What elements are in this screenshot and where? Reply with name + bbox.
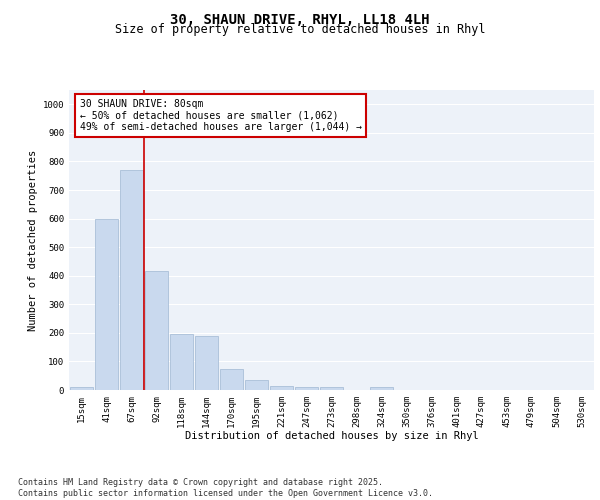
Bar (120, 170, 143, 390)
Bar (195, 336, 218, 390)
Bar (270, 386, 293, 390)
Text: 30, SHAUN DRIVE, RHYL, LL18 4LH: 30, SHAUN DRIVE, RHYL, LL18 4LH (170, 12, 430, 26)
Text: Contains HM Land Registry data © Crown copyright and database right 2025.
Contai: Contains HM Land Registry data © Crown c… (18, 478, 433, 498)
Bar (295, 386, 318, 390)
Bar (95, 218, 118, 390)
Bar (220, 368, 243, 390)
Y-axis label: Number of detached properties: Number of detached properties (28, 150, 38, 330)
Text: Size of property relative to detached houses in Rhyl: Size of property relative to detached ho… (115, 22, 485, 36)
Bar (70, 387, 93, 390)
Bar (245, 380, 268, 390)
Text: 30 SHAUN DRIVE: 80sqm
← 50% of detached houses are smaller (1,062)
49% of semi-d: 30 SHAUN DRIVE: 80sqm ← 50% of detached … (79, 99, 361, 132)
Bar (145, 272, 168, 390)
X-axis label: Distribution of detached houses by size in Rhyl: Distribution of detached houses by size … (185, 432, 478, 442)
Bar (370, 387, 393, 390)
Bar (170, 334, 193, 390)
Bar (320, 387, 343, 390)
